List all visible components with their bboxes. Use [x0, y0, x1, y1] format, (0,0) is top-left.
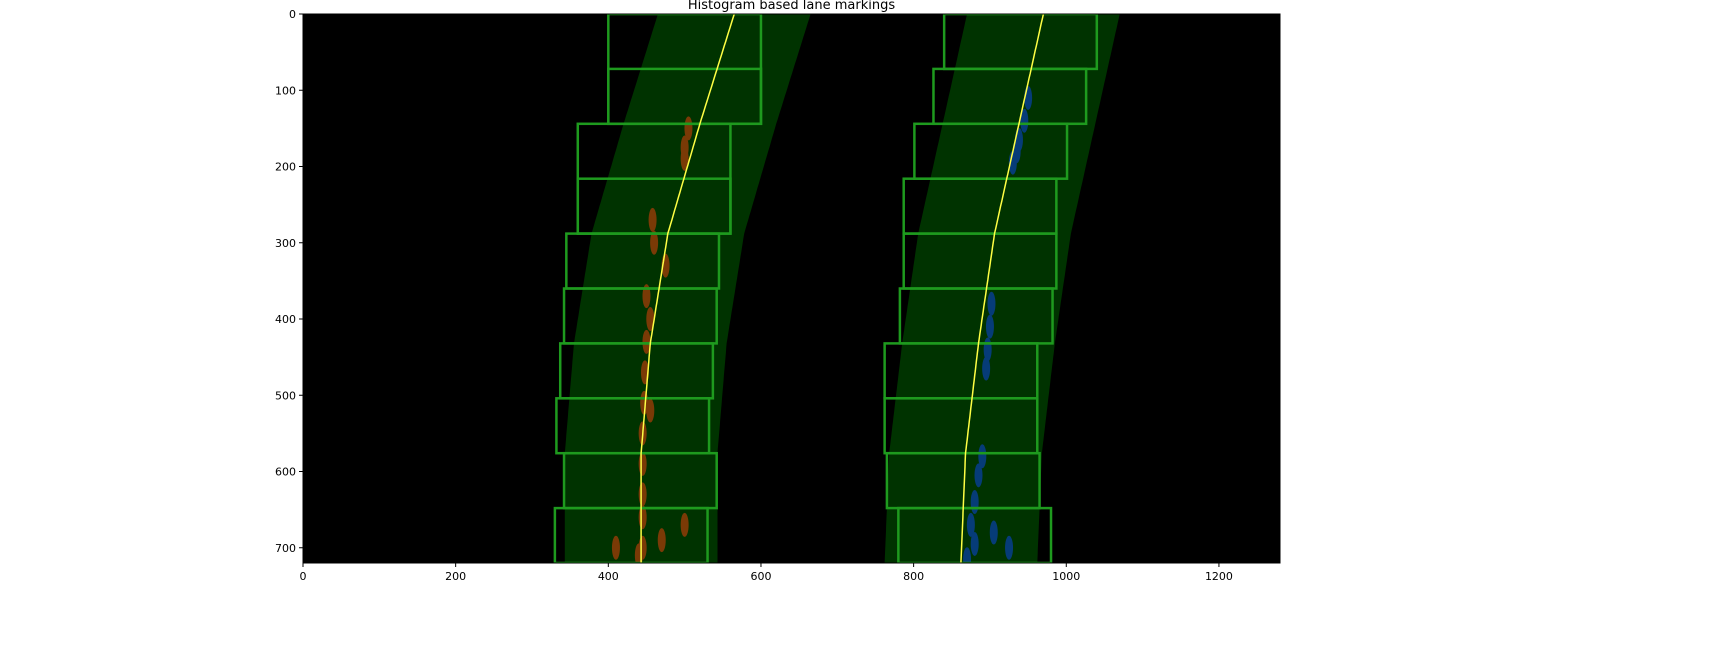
lane-pixel-left [638, 482, 647, 507]
lane-pixel-left [642, 284, 651, 309]
lane-pixel-right [963, 547, 972, 563]
lane-pixel-right [966, 512, 975, 537]
plot-frame [302, 13, 1281, 564]
fit-line-left [640, 14, 736, 563]
detected-lane-pixels [611, 85, 1033, 563]
x-tick-label: 400 [598, 570, 619, 583]
lane-pixel-left [646, 398, 655, 423]
lane-pixel-right [989, 520, 998, 545]
lane-pixel-left [646, 307, 655, 331]
y-tick-label: 300 [275, 237, 296, 250]
plot-area [303, 14, 1280, 563]
y-tick-label: 200 [275, 161, 296, 174]
y-tick-label: 100 [275, 84, 296, 97]
lane-pixel-right [985, 314, 994, 339]
x-tick-label: 0 [300, 570, 307, 583]
x-tick-label: 800 [903, 570, 924, 583]
lane-pixel-left [650, 230, 659, 255]
lane-pixel-left [657, 528, 666, 553]
y-tick-label: 0 [289, 8, 296, 21]
lane-pixel-right [970, 531, 979, 556]
lane-pixel-right [978, 444, 987, 469]
lane-fit-lines [640, 14, 1045, 563]
chart-title: Histogram based lane markings [688, 0, 895, 13]
lane-pixel-left [611, 535, 620, 560]
lane-pixel-right [987, 291, 996, 316]
sliding-window-right [897, 506, 1053, 563]
lane-pixel-left [648, 207, 657, 232]
lane-pixel-right [982, 356, 991, 381]
y-tick-label: 700 [275, 542, 296, 555]
lane-pixel-left [680, 146, 689, 171]
plot-content [553, 14, 1120, 563]
sliding-window-left [553, 506, 709, 563]
lane-pixel-right [1005, 535, 1014, 560]
lane-pixel-left [638, 451, 647, 476]
sliding-windows [553, 14, 1099, 563]
lane-pixel-left [642, 329, 651, 354]
lane-pixel-right [974, 463, 983, 488]
fit-line-right [960, 14, 1045, 563]
x-tick-label: 1200 [1205, 570, 1233, 583]
y-tick-label: 500 [275, 389, 296, 402]
lane-pixel-left [680, 512, 689, 537]
x-tick-label: 200 [445, 570, 466, 583]
y-tick-label: 600 [275, 466, 296, 479]
axes: 0 200 400 600 800 1000 1200 0 100 200 300 400 500 600… [275, 8, 1281, 583]
x-tick-label: 600 [750, 570, 771, 583]
lane-pixel-right [1020, 108, 1029, 133]
lane-pixel-right [970, 490, 979, 514]
lane-pixel-left [684, 116, 693, 141]
x-tick-label: 1000 [1052, 570, 1080, 583]
y-tick-label: 400 [275, 313, 296, 326]
